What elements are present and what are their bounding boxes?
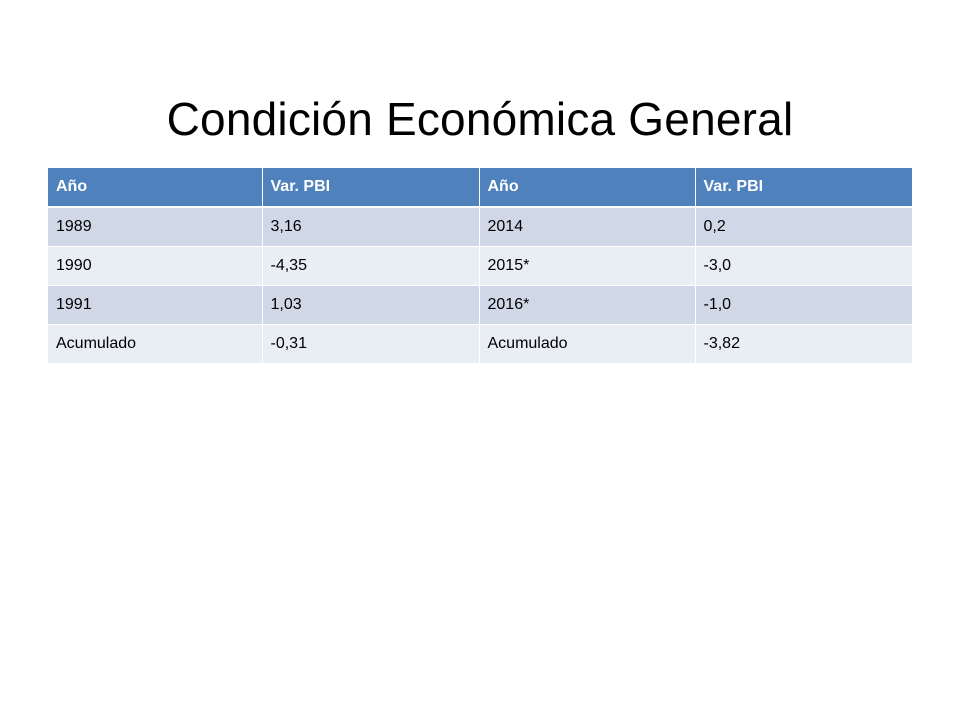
table-cell: -3,0: [695, 246, 912, 286]
table-cell: Acumulado: [479, 324, 696, 364]
table-row-total: Acumulado -0,31 Acumulado -3,82: [48, 324, 912, 364]
table-cell: -1,0: [695, 285, 912, 325]
table-cell: 1989: [48, 207, 263, 247]
table-cell: 2015*: [479, 246, 696, 286]
table-row: 1991 1,03 2016* -1,0: [48, 285, 912, 325]
table-cell: 2016*: [479, 285, 696, 325]
table-cell: -0,31: [262, 324, 480, 364]
table-cell: 3,16: [262, 207, 480, 247]
table-cell: -4,35: [262, 246, 480, 286]
gdp-table: Año Var. PBI Año Var. PBI 1989 3,16 2014…: [48, 168, 912, 364]
header-gdp-var-1: Var. PBI: [262, 168, 480, 208]
slide-title: Condición Económica General: [166, 93, 794, 145]
table-cell: 1991: [48, 285, 263, 325]
table-cell: 0,2: [695, 207, 912, 247]
table-row: 1990 -4,35 2015* -3,0: [48, 246, 912, 286]
table-cell: Acumulado: [48, 324, 263, 364]
table-row: 1989 3,16 2014 0,2: [48, 207, 912, 247]
header-year-2: Año: [479, 168, 696, 208]
table-cell: 2014: [479, 207, 696, 247]
table-cell: 1,03: [262, 285, 480, 325]
header-gdp-var-2: Var. PBI: [695, 168, 912, 208]
table-cell: -3,82: [695, 324, 912, 364]
header-year-1: Año: [48, 168, 263, 208]
table-header-row: Año Var. PBI Año Var. PBI: [48, 168, 912, 208]
table-cell: 1990: [48, 246, 263, 286]
